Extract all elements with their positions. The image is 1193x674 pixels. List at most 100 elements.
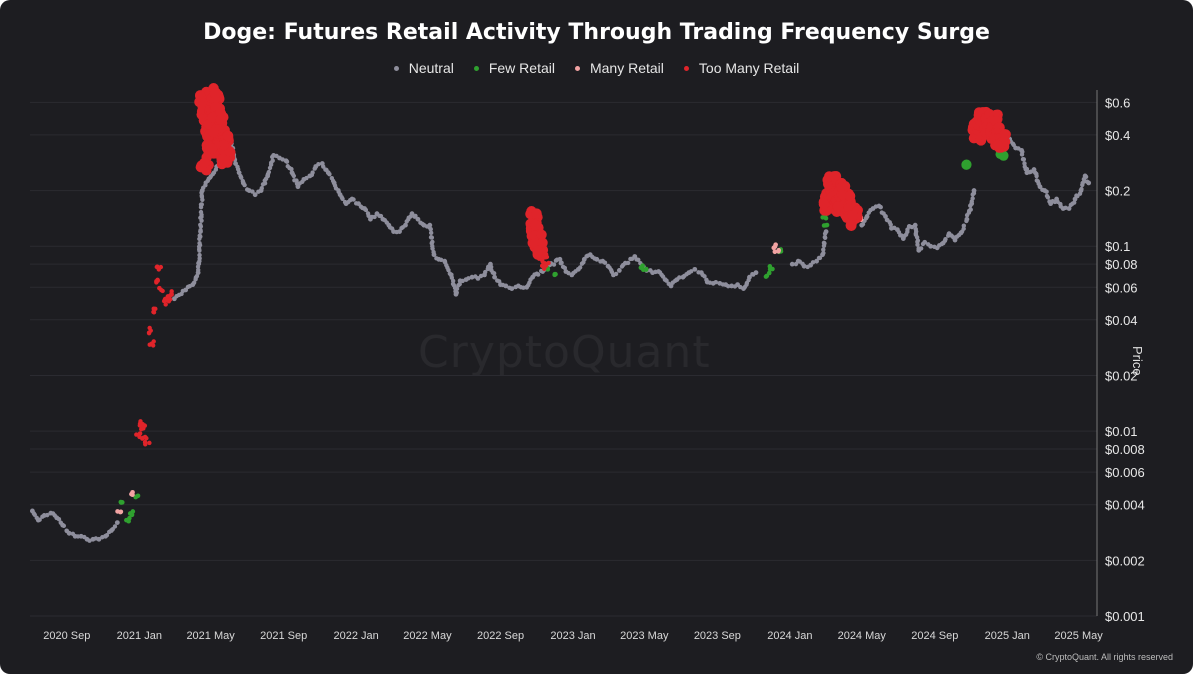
data-point-too-many-retail <box>137 431 143 436</box>
data-point-neutral <box>196 267 201 273</box>
data-point-neutral <box>409 211 415 217</box>
data-point-neutral <box>66 530 72 536</box>
legend-marker-too-many-retail <box>683 65 689 71</box>
data-point-neutral <box>37 517 42 522</box>
data-point-too-many-retail <box>215 114 226 125</box>
data-point-neutral <box>438 257 444 263</box>
x-tick-label: 2021 Jan <box>117 630 162 642</box>
data-point-neutral <box>1072 200 1077 205</box>
y-tick-label: $0.2 <box>1105 184 1130 199</box>
data-point-neutral <box>912 222 918 228</box>
data-point-neutral <box>702 274 707 279</box>
data-point-too-many-retail <box>147 440 152 446</box>
data-point-many-retail <box>776 249 781 254</box>
data-point-few-retail <box>824 222 830 228</box>
data-point-neutral <box>242 182 247 188</box>
data-point-neutral <box>492 274 497 280</box>
x-tick-label: 2023 Jan <box>550 630 595 642</box>
data-point-neutral <box>821 250 826 256</box>
legend-marker-many-retail <box>574 65 580 71</box>
y-tick-labels: $0.6 $0.4 $0.2 $0.1 $0.08 $0.06 $0.04 $0.02 $0.0… <box>1105 95 1145 624</box>
data-point-neutral <box>112 524 118 529</box>
data-point-neutral <box>888 222 893 227</box>
data-point-too-many-retail <box>146 330 152 336</box>
data-point-neutral <box>114 520 120 526</box>
data-point-too-many-retail <box>155 264 160 269</box>
legend-item-few-retail[interactable]: Few Retail <box>473 60 555 76</box>
data-point-neutral <box>821 247 826 252</box>
data-point-few-retail <box>961 159 972 170</box>
data-point-neutral <box>577 265 583 270</box>
data-point-neutral <box>96 536 102 542</box>
data-point-neutral <box>1022 161 1027 166</box>
y-tick-label: $0.008 <box>1105 442 1145 457</box>
x-tick-label: 2025 May <box>1054 630 1103 642</box>
legend-item-many-retail[interactable]: Many Retail <box>574 60 664 76</box>
data-point-neutral <box>822 234 828 240</box>
data-point-too-many-retail <box>218 139 229 151</box>
data-point-neutral <box>198 227 203 233</box>
data-point-neutral <box>340 196 345 202</box>
data-point-neutral <box>1086 180 1092 186</box>
data-point-neutral <box>430 246 435 251</box>
data-point-neutral <box>1083 174 1089 180</box>
data-point-too-many-retail <box>140 436 145 441</box>
data-point-neutral <box>1019 152 1025 157</box>
data-point-too-many-retail <box>134 432 139 437</box>
data-point-many-retail <box>771 245 777 251</box>
data-point-neutral <box>270 158 275 163</box>
y-tick-label: $0.002 <box>1105 553 1145 568</box>
data-point-neutral <box>197 241 202 246</box>
data-point-neutral <box>491 271 497 276</box>
data-point-too-many-retail <box>207 112 218 123</box>
data-point-too-many-retail <box>206 143 218 154</box>
data-point-neutral <box>616 268 622 273</box>
x-tick-label: 2022 Sep <box>477 630 524 642</box>
watermark: CryptoQuant <box>418 327 711 378</box>
legend-label-too-many-retail: Too Many Retail <box>698 60 800 76</box>
x-tick-label: 2025 Jan <box>985 630 1030 642</box>
data-point-neutral <box>810 260 816 265</box>
y-tick-label: $0.08 <box>1105 257 1138 272</box>
data-point-neutral <box>753 270 759 276</box>
data-point-neutral <box>664 278 669 283</box>
legend-item-too-many-retail[interactable]: Too Many Retail <box>683 60 800 76</box>
y-tick-label: $0.6 <box>1105 95 1130 110</box>
data-point-neutral <box>823 229 829 235</box>
data-point-too-many-retail <box>543 255 548 260</box>
data-point-neutral <box>970 196 975 201</box>
data-point-few-retail <box>643 267 649 272</box>
data-point-neutral <box>250 189 255 194</box>
data-point-too-many-retail <box>208 127 219 138</box>
data-point-neutral <box>915 242 920 247</box>
data-point-neutral <box>613 271 619 277</box>
data-point-neutral <box>45 512 50 518</box>
data-point-neutral <box>415 216 421 222</box>
data-point-too-many-retail <box>537 237 548 249</box>
x-tick-label: 2024 Jan <box>767 630 812 642</box>
copyright-notice: © CryptoQuant. All rights reserved <box>1036 652 1173 662</box>
data-point-neutral <box>968 207 973 212</box>
legend-label-many-retail: Many Retail <box>589 60 664 76</box>
y-tick-label: $0.02 <box>1105 368 1138 383</box>
data-point-too-many-retail <box>158 264 164 270</box>
data-point-neutral <box>878 204 883 210</box>
data-point-neutral <box>454 290 459 295</box>
data-point-neutral <box>1045 195 1051 200</box>
y-tick-label: $0.4 <box>1105 128 1130 143</box>
data-point-too-many-retail <box>151 306 156 311</box>
data-point-neutral <box>475 275 481 281</box>
data-point-neutral <box>372 214 377 220</box>
legend-item-neutral[interactable]: Neutral <box>393 60 454 76</box>
gridlines <box>30 101 1097 617</box>
data-point-too-many-retail <box>138 419 143 424</box>
data-point-neutral <box>817 255 823 261</box>
data-point-neutral <box>1079 186 1084 192</box>
data-point-neutral <box>446 267 451 273</box>
data-point-neutral <box>366 213 371 218</box>
data-point-neutral <box>469 274 475 280</box>
data-point-neutral <box>677 275 682 280</box>
data-point-neutral <box>1063 205 1068 210</box>
data-point-neutral <box>363 207 369 213</box>
